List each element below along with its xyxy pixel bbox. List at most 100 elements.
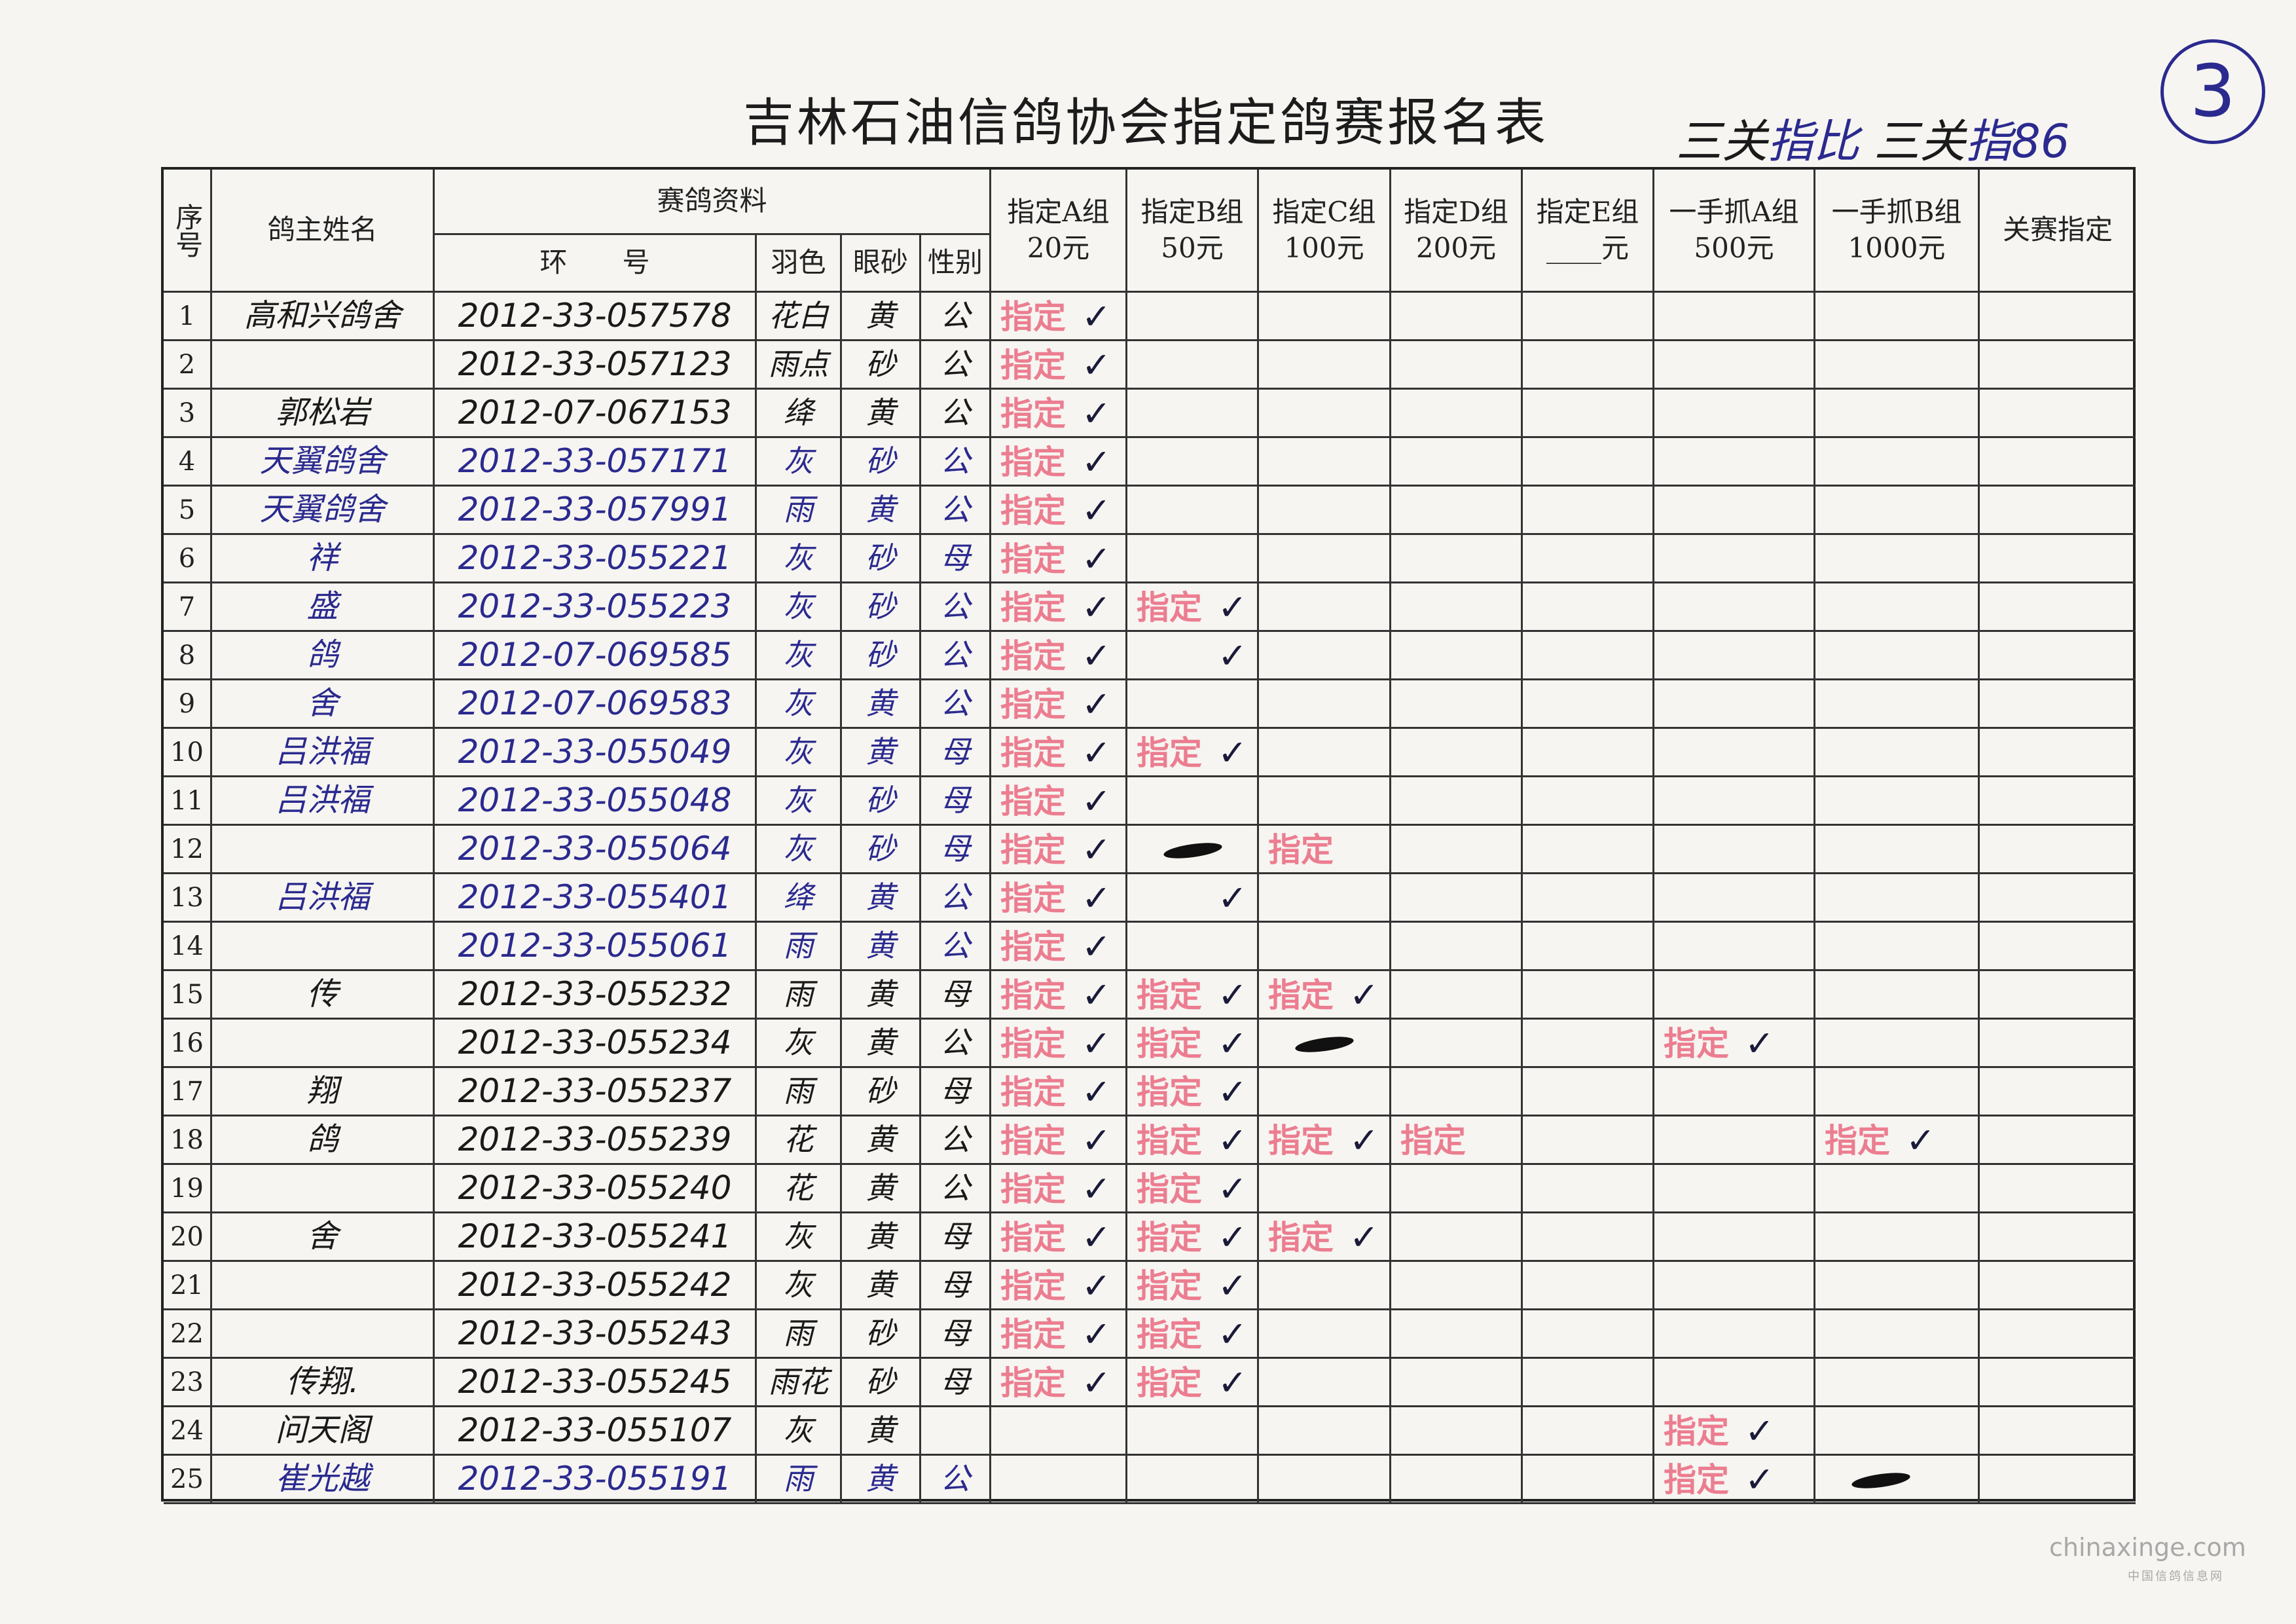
designated-stamp: 指定 bbox=[1000, 879, 1066, 917]
group-cell-HB bbox=[1815, 1068, 1980, 1116]
group-fee: 50元 bbox=[1161, 231, 1224, 264]
group-cell-HB bbox=[1815, 1262, 1980, 1310]
header-final: 关赛指定 bbox=[1980, 170, 2136, 293]
eye-type: 黄 bbox=[842, 1020, 921, 1068]
watermark-sub: 中国信鸽信息网 bbox=[2128, 1570, 2224, 1583]
owner-name: 传 bbox=[212, 971, 435, 1020]
group-cell-HA bbox=[1654, 1310, 1815, 1359]
designated-stamp: 指定 bbox=[1137, 1170, 1202, 1208]
owner-name bbox=[212, 341, 435, 390]
group-cell-A bbox=[991, 826, 1127, 874]
owner-name: 祥 bbox=[212, 535, 435, 583]
feather-color: 灰 bbox=[757, 583, 842, 632]
group-cell-final bbox=[1980, 874, 2136, 923]
eye-type: 砂 bbox=[842, 438, 921, 487]
group-cell-D bbox=[1391, 1165, 1523, 1213]
group-cell-final bbox=[1980, 632, 2136, 680]
check-mark-icon: ✓ bbox=[1082, 587, 1112, 628]
eye-type: 黄 bbox=[842, 1262, 921, 1310]
designated-stamp: 指定 bbox=[1000, 830, 1066, 869]
group-cell-E bbox=[1523, 293, 1654, 341]
owner-name bbox=[212, 1165, 435, 1213]
sex: 母 bbox=[921, 1310, 991, 1359]
check-mark-icon: ✓ bbox=[1082, 344, 1112, 386]
feather-color: 雨 bbox=[757, 971, 842, 1020]
group-label: 一手抓A组 bbox=[1669, 195, 1799, 228]
group-cell-HB bbox=[1815, 1020, 1980, 1068]
group-cell-E bbox=[1523, 729, 1654, 777]
ring-number: 2012-33-055239 bbox=[435, 1116, 757, 1165]
sex: 母 bbox=[921, 729, 991, 777]
group-cell-E bbox=[1523, 1359, 1654, 1407]
check-mark-icon: ✓ bbox=[1082, 1217, 1112, 1258]
group-cell-C bbox=[1259, 1262, 1391, 1310]
group-cell-C bbox=[1259, 438, 1391, 487]
group-cell-HA bbox=[1654, 487, 1815, 535]
sex: 母 bbox=[921, 971, 991, 1020]
group-cell-final bbox=[1980, 1020, 2136, 1068]
row-number: 6 bbox=[164, 535, 212, 583]
ring-number: 2012-33-055237 bbox=[435, 1068, 757, 1116]
feather-color: 灰 bbox=[757, 826, 842, 874]
designated-stamp: 指定 bbox=[1000, 491, 1066, 530]
check-mark-icon: ✓ bbox=[1218, 1071, 1248, 1113]
group-cell-HB bbox=[1815, 438, 1980, 487]
group-cell-E bbox=[1523, 1068, 1654, 1116]
row-number: 8 bbox=[164, 632, 212, 680]
group-cell-A bbox=[991, 1116, 1127, 1165]
feather-color: 雨点 bbox=[757, 341, 842, 390]
owner-name: 天翼鸽舍 bbox=[212, 487, 435, 535]
sex: 母 bbox=[921, 826, 991, 874]
group-cell-HA bbox=[1654, 923, 1815, 971]
eye-type: 黄 bbox=[842, 487, 921, 535]
eye-type: 砂 bbox=[842, 341, 921, 390]
designated-stamp: 指定 bbox=[1000, 637, 1066, 675]
group-cell-D bbox=[1391, 1213, 1523, 1262]
group-cell-HB bbox=[1815, 729, 1980, 777]
group-cell-B bbox=[1127, 632, 1259, 680]
group-cell-final bbox=[1980, 487, 2136, 535]
group-cell-C bbox=[1259, 1068, 1391, 1116]
group-cell-C bbox=[1259, 632, 1391, 680]
group-cell-D bbox=[1391, 1068, 1523, 1116]
eye-type: 砂 bbox=[842, 1310, 921, 1359]
group-cell-B bbox=[1127, 680, 1259, 729]
feather-color: 花 bbox=[757, 1165, 842, 1213]
designated-stamp: 指定 bbox=[1137, 1315, 1202, 1354]
designated-stamp: 指定 bbox=[1137, 1363, 1202, 1402]
group-cell-HA bbox=[1654, 438, 1815, 487]
group-cell-B bbox=[1127, 1310, 1259, 1359]
group-cell-final bbox=[1980, 1407, 2136, 1456]
sex: 母 bbox=[921, 1213, 991, 1262]
owner-name bbox=[212, 826, 435, 874]
group-cell-C bbox=[1259, 1359, 1391, 1407]
group-cell-HB bbox=[1815, 1116, 1980, 1165]
group-cell-C bbox=[1259, 777, 1391, 826]
circled-page-number: 3 bbox=[2160, 39, 2265, 144]
owner-name: 高和兴鸽舍 bbox=[212, 293, 435, 341]
header-group: 指定E组 ____元 bbox=[1523, 170, 1654, 293]
group-cell-D bbox=[1391, 1020, 1523, 1068]
designated-stamp: 指定 bbox=[1000, 394, 1066, 433]
row-number: 5 bbox=[164, 487, 212, 535]
group-cell-C bbox=[1259, 293, 1391, 341]
eye-type: 砂 bbox=[842, 535, 921, 583]
designated-stamp: 指定 bbox=[1000, 1363, 1066, 1402]
eye-type: 黄 bbox=[842, 1165, 921, 1213]
eye-type: 砂 bbox=[842, 583, 921, 632]
header-group: 指定B组 50元 bbox=[1127, 170, 1259, 293]
group-cell-E bbox=[1523, 1213, 1654, 1262]
ring-number: 2012-33-057991 bbox=[435, 487, 757, 535]
group-cell-C bbox=[1259, 971, 1391, 1020]
header-group: 指定A组 20元 bbox=[991, 170, 1127, 293]
group-cell-HA bbox=[1654, 1262, 1815, 1310]
check-mark-icon: ✓ bbox=[1082, 1023, 1112, 1064]
group-cell-A bbox=[991, 1407, 1127, 1456]
header-group: 指定C组 100元 bbox=[1259, 170, 1391, 293]
designated-stamp: 指定 bbox=[1137, 733, 1202, 772]
group-cell-A bbox=[991, 1213, 1127, 1262]
group-cell-C bbox=[1259, 874, 1391, 923]
group-cell-HB bbox=[1815, 293, 1980, 341]
group-cell-HB bbox=[1815, 680, 1980, 729]
group-cell-E bbox=[1523, 874, 1654, 923]
